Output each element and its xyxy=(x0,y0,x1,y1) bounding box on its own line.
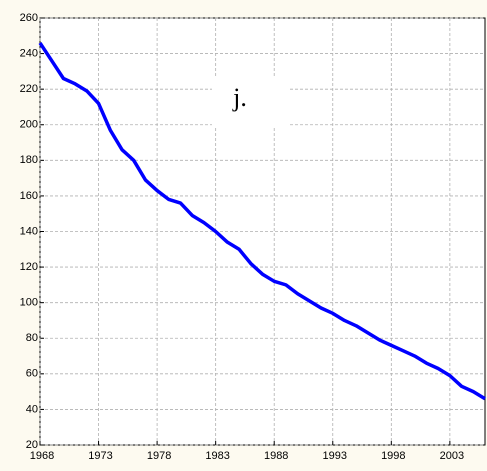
data-line xyxy=(38,41,486,401)
x-tick-label: 1988 xyxy=(264,450,288,462)
x-tick-label: 1993 xyxy=(323,450,347,462)
y-tick-label: 140 xyxy=(20,225,38,237)
y-tick-label: 40 xyxy=(26,403,38,415)
x-tick-label: 1978 xyxy=(147,450,171,462)
y-tick-label: 200 xyxy=(20,119,38,131)
y-tick-label: 20 xyxy=(26,439,38,451)
x-tick-label: 1973 xyxy=(88,450,112,462)
y-tick-label: 80 xyxy=(26,332,38,344)
x-tick-label: 1968 xyxy=(30,450,54,462)
y-tick-label: 100 xyxy=(20,297,38,309)
y-tick-label: 240 xyxy=(20,47,38,59)
y-tick-label: 220 xyxy=(20,83,38,95)
y-tick-label: 260 xyxy=(20,12,38,24)
y-tick-label: 180 xyxy=(20,154,38,166)
x-tick-label: 1998 xyxy=(381,450,405,462)
y-tick-label: 160 xyxy=(20,190,38,202)
y-tick-label: 120 xyxy=(20,261,38,273)
annotation-box xyxy=(212,78,290,126)
x-tick-label: 1983 xyxy=(205,450,229,462)
y-tick-label: 60 xyxy=(26,368,38,380)
x-tick-label: 2003 xyxy=(440,450,464,462)
annotation: j. xyxy=(232,83,247,112)
